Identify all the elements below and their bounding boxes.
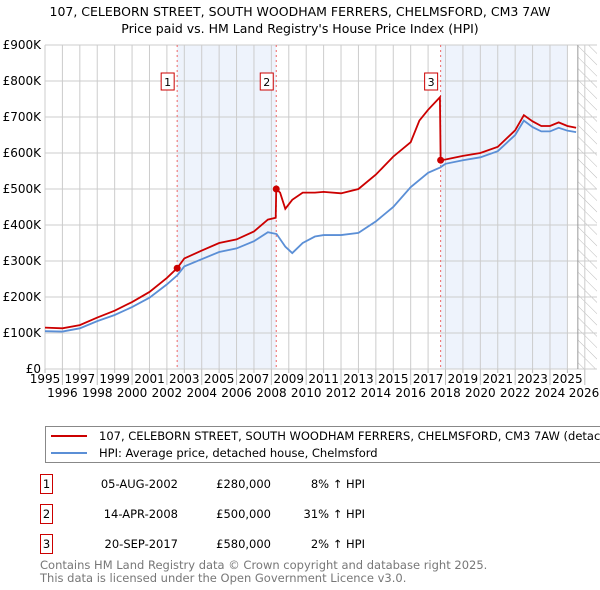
table-row: 1 05-AUG-2002 £280,000 8% ↑ HPI [40,474,460,496]
x-tick-label: 2026 [569,386,600,400]
footer: Contains HM Land Registry data © Crown c… [40,559,487,585]
sale-point [437,156,445,164]
x-tick-label: 2009 [274,372,305,386]
y-tick-label: £900K [3,38,43,52]
legend: 107, CELEBORN STREET, SOUTH WOODHAM FERR… [45,426,600,463]
y-tick-label: £500K [3,182,43,196]
y-tick-label: £0 [26,362,41,376]
license-text: This data is licensed under the Open Gov… [40,571,407,585]
blue-line-swatch [51,452,87,454]
x-tick-label: 1999 [99,372,130,386]
x-tick-label: 2017 [413,372,444,386]
hpi-change: 8% ↑ HPI [310,477,365,491]
property-price-line [44,94,577,330]
legend-label: HPI: Average price, detached house, Chel… [99,446,378,460]
forecast-hatch [577,45,597,369]
copyright-text: Contains HM Land Registry data © Crown c… [40,558,488,572]
legend-item-property: 107, CELEBORN STREET, SOUTH WOODHAM FERR… [46,428,600,444]
legend-label: 107, CELEBORN STREET, SOUTH WOODHAM FERR… [99,429,600,443]
x-tick-label: 2023 [517,372,548,386]
y-tick-label: £700K [3,110,43,124]
x-tick-label: 2002 [152,386,183,400]
x-tick-label: 2016 [395,386,426,400]
x-tick-label: 1997 [65,372,96,386]
y-tick-label: £600K [3,146,43,160]
sale-marker-badge: 3 [40,534,53,554]
x-tick-label: 2010 [291,386,322,400]
x-tick-label: 2013 [343,372,374,386]
red-line-swatch [51,435,87,437]
x-tick-label: 2020 [465,386,496,400]
x-tick-label: 2012 [326,386,357,400]
x-tick-label: 2004 [186,386,217,400]
x-tick-label: 2018 [430,386,461,400]
x-tick-label: 2008 [256,386,287,400]
sale-date: 14-APR-2008 [103,507,178,521]
x-tick-label: 2000 [117,386,148,400]
sale-point [272,185,280,193]
y-tick-label: £300K [3,254,43,268]
sale-marker-box [259,72,274,91]
x-tick-label: 2006 [221,386,252,400]
price-chart: 107, CELEBORN STREET, SOUTH WOODHAM FERR… [3,4,600,400]
x-tick-label: 2019 [448,372,479,386]
x-tick-label: 1996 [47,386,78,400]
x-tick-label: 2022 [500,386,531,400]
chart-subtitle: Price paid vs. HM Land Registry's House … [121,21,478,36]
hpi-change: 31% ↑ HPI [303,507,365,521]
sale-marker-label: 3 [428,76,435,89]
legend-item-hpi: HPI: Average price, detached house, Chel… [46,445,378,461]
x-tick-label: 2021 [482,372,513,386]
y-tick-label: £200K [3,290,43,304]
x-tick-label: 2005 [204,372,235,386]
y-tick-label: £400K [3,218,43,232]
sale-marker-badge: 1 [40,474,53,494]
y-tick-label: £100K [3,326,43,340]
sale-marker-badge: 2 [40,504,53,524]
sale-marker-box [424,72,439,91]
sale-period-shading [440,45,568,369]
sale-marker-label: 1 [164,76,171,89]
sale-price: £280,000 [216,477,271,491]
sale-period-shading [177,45,277,369]
sale-price: £580,000 [216,537,271,551]
table-row: 2 14-APR-2008 £500,000 31% ↑ HPI [40,504,460,526]
x-tick-label: 2011 [308,372,339,386]
x-tick-label: 2001 [134,372,165,386]
x-tick-label: 2025 [552,372,583,386]
chart-title: 107, CELEBORN STREET, SOUTH WOODHAM FERR… [50,4,551,19]
sale-point [173,264,181,272]
y-tick-label: £800K [3,74,43,88]
x-tick-label: 2003 [169,372,200,386]
sale-marker-box [160,72,175,91]
x-tick-label: 1995 [30,372,61,386]
x-tick-label: 2007 [239,372,270,386]
x-tick-label: 1998 [82,386,113,400]
x-tick-label: 2015 [378,372,409,386]
x-tick-label: 2014 [361,386,392,400]
table-row: 3 20-SEP-2017 £580,000 2% ↑ HPI [40,534,460,556]
hpi-change: 2% ↑ HPI [310,537,365,551]
sale-price: £500,000 [216,507,271,521]
x-tick-label: 2024 [535,386,566,400]
sale-date: 20-SEP-2017 [104,537,178,551]
hpi-line [44,119,577,333]
sale-date: 05-AUG-2002 [100,477,178,491]
sale-marker-label: 2 [263,76,270,89]
